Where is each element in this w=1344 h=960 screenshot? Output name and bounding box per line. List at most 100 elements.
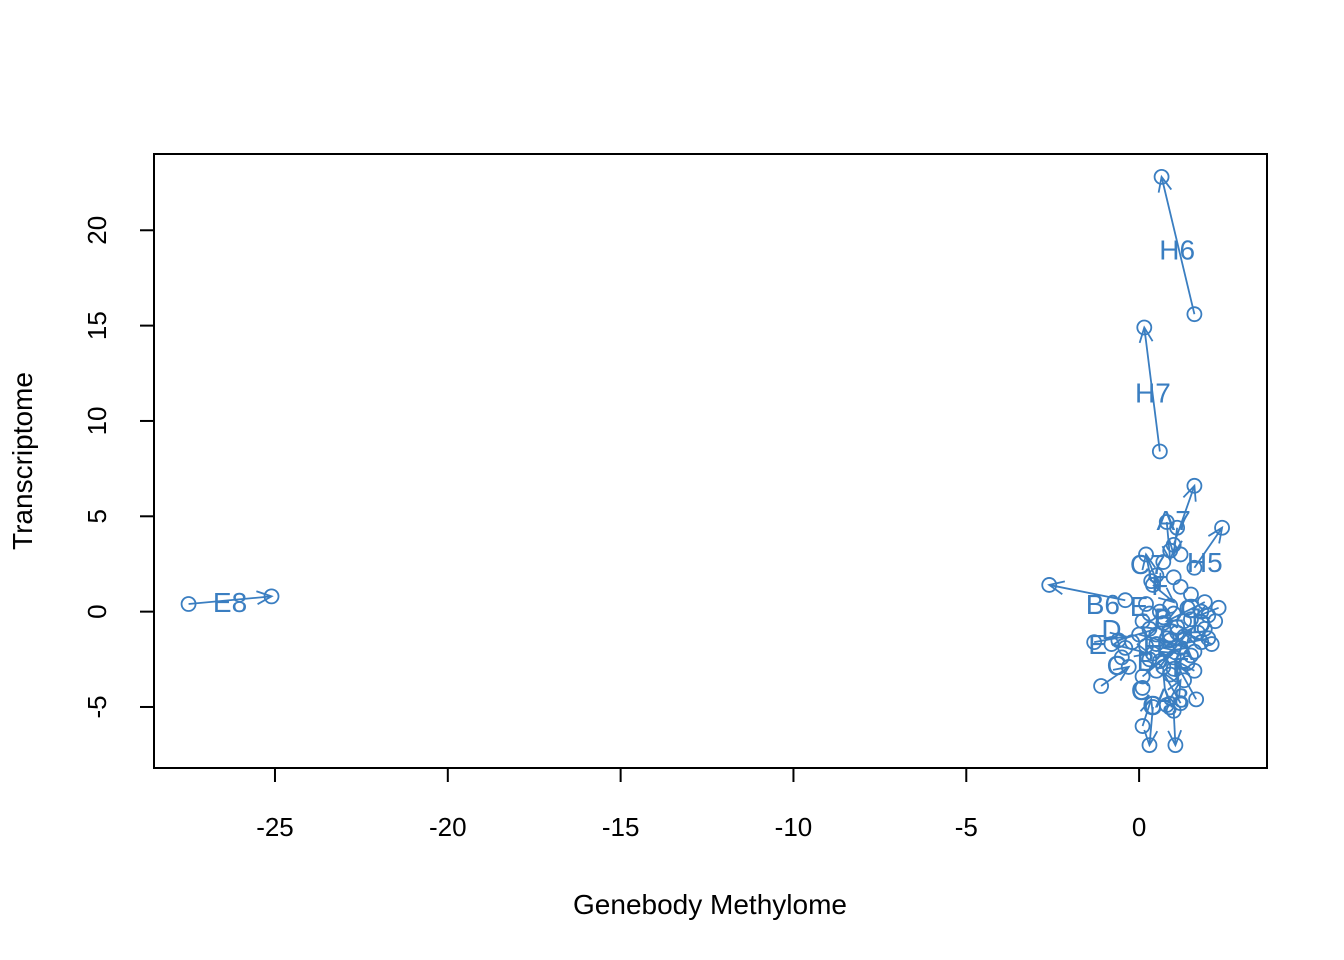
pair-arrow-h6-head [1157, 174, 1173, 193]
data-point-e8 [180, 596, 197, 612]
cluster-link [1100, 666, 1130, 687]
cluster-label: D [1191, 608, 1211, 639]
x-axis-title: Genebody Methylome [573, 889, 847, 920]
data-point [1172, 578, 1189, 595]
point-label-c8: C8 [1142, 690, 1178, 721]
point-label-h7: H7 [1135, 377, 1171, 408]
data-point-h5 [1186, 559, 1203, 576]
data-point-h5 [1214, 519, 1230, 536]
data-point-a7 [1165, 537, 1182, 553]
cluster-label: G [1159, 618, 1181, 649]
point-label-c7: C7 [1130, 549, 1166, 580]
data-point [1155, 609, 1172, 626]
data-point [1093, 678, 1109, 694]
y-tick-label: 0 [82, 604, 112, 618]
data-point-a8 [1165, 702, 1182, 719]
data-point [1200, 607, 1217, 624]
y-tick-label: 20 [82, 216, 112, 245]
pair-arrow-h5-head [1207, 525, 1224, 544]
cluster-label: C [1131, 675, 1151, 706]
x-tick-label: -10 [775, 812, 813, 842]
cluster-label: F [1172, 652, 1189, 683]
y-tick-label: -5 [82, 695, 112, 718]
data-point [1183, 611, 1199, 628]
pair-arrow-a7-head [1182, 483, 1197, 502]
x-tick-label: -5 [955, 812, 978, 842]
data-point [1148, 626, 1165, 643]
point-label-b6: B6 [1086, 589, 1120, 620]
pair-arrow-e8 [188, 595, 272, 605]
cluster-link [1194, 606, 1219, 619]
data-point-a8 [1167, 737, 1184, 754]
data-point [1134, 680, 1151, 696]
cluster-label: E [1088, 629, 1107, 660]
point-label-h5: H5 [1187, 547, 1223, 578]
cluster-label: A [1175, 635, 1194, 666]
cluster-link-head [1133, 643, 1152, 658]
pair-arrow-b6-head [1047, 580, 1066, 595]
cluster-label: H [1143, 631, 1163, 662]
data-point [1210, 599, 1227, 616]
y-axis: -5 0 5 10 15 20 [82, 216, 155, 719]
data-point [1183, 647, 1199, 664]
pair-arrow-a8-head [1167, 729, 1183, 748]
y-tick-label: 10 [82, 406, 112, 435]
x-tick-label: 0 [1132, 812, 1146, 842]
data-point [1138, 596, 1154, 612]
cluster-link [1141, 699, 1153, 727]
data-point [1165, 605, 1182, 622]
data-point [1148, 567, 1165, 584]
data-point-e8 [263, 588, 280, 605]
pair-arrow-c8-head [1143, 729, 1159, 748]
plot-frame [153, 153, 1268, 769]
data-point [1134, 718, 1151, 734]
pair-arrow-h7 [1143, 327, 1161, 452]
x-tick-label: -15 [602, 812, 640, 842]
point-label-a7: A7 [1157, 505, 1191, 536]
pair-arrow-h5 [1193, 527, 1223, 569]
cluster-label: F [1151, 570, 1168, 601]
cluster-label: B [1154, 602, 1173, 633]
cluster-link-head [1158, 587, 1176, 604]
data-point-c7 [1138, 546, 1154, 563]
data-point-h6 [1186, 306, 1203, 323]
x-tick-label: -25 [256, 812, 294, 842]
data-point-b6 [1041, 577, 1058, 593]
cluster-link-head [1112, 665, 1131, 682]
point-label-h6: H6 [1159, 234, 1195, 265]
cluster-link-head [1167, 678, 1182, 697]
cluster-link [1162, 672, 1182, 704]
cluster-label: E [1130, 591, 1149, 622]
data-point [1086, 634, 1103, 651]
data-point [1141, 651, 1158, 668]
data-point [1186, 662, 1203, 679]
data-points [180, 168, 1230, 754]
cluster-label: D [1101, 614, 1121, 645]
data-point-c8 [1141, 737, 1158, 754]
cluster-link [1094, 635, 1126, 644]
data-point [1165, 660, 1182, 677]
pair-arrow-b6 [1049, 584, 1126, 602]
cluster-label: G [1180, 593, 1202, 624]
data-point [1169, 519, 1186, 536]
cluster-label: C [1107, 650, 1127, 681]
data-point [1188, 691, 1205, 708]
connector-lines [188, 174, 1224, 748]
pair-arrow-h7-head [1138, 325, 1154, 344]
data-point [1176, 672, 1192, 689]
pair-arrow-h6 [1160, 176, 1196, 315]
data-point-h7 [1136, 319, 1153, 336]
point-label-a8: A8 [1155, 682, 1189, 713]
cluster-label: B [1137, 646, 1156, 677]
data-point [1203, 636, 1220, 652]
y-tick-label: 15 [82, 311, 112, 340]
data-point [1155, 554, 1172, 570]
data-point-c8 [1145, 699, 1161, 715]
data-point [1155, 659, 1172, 675]
data-point [1165, 569, 1182, 586]
data-point [1103, 636, 1120, 652]
x-tick-label: -20 [429, 812, 467, 842]
pair-arrow-e8-head [256, 590, 274, 606]
